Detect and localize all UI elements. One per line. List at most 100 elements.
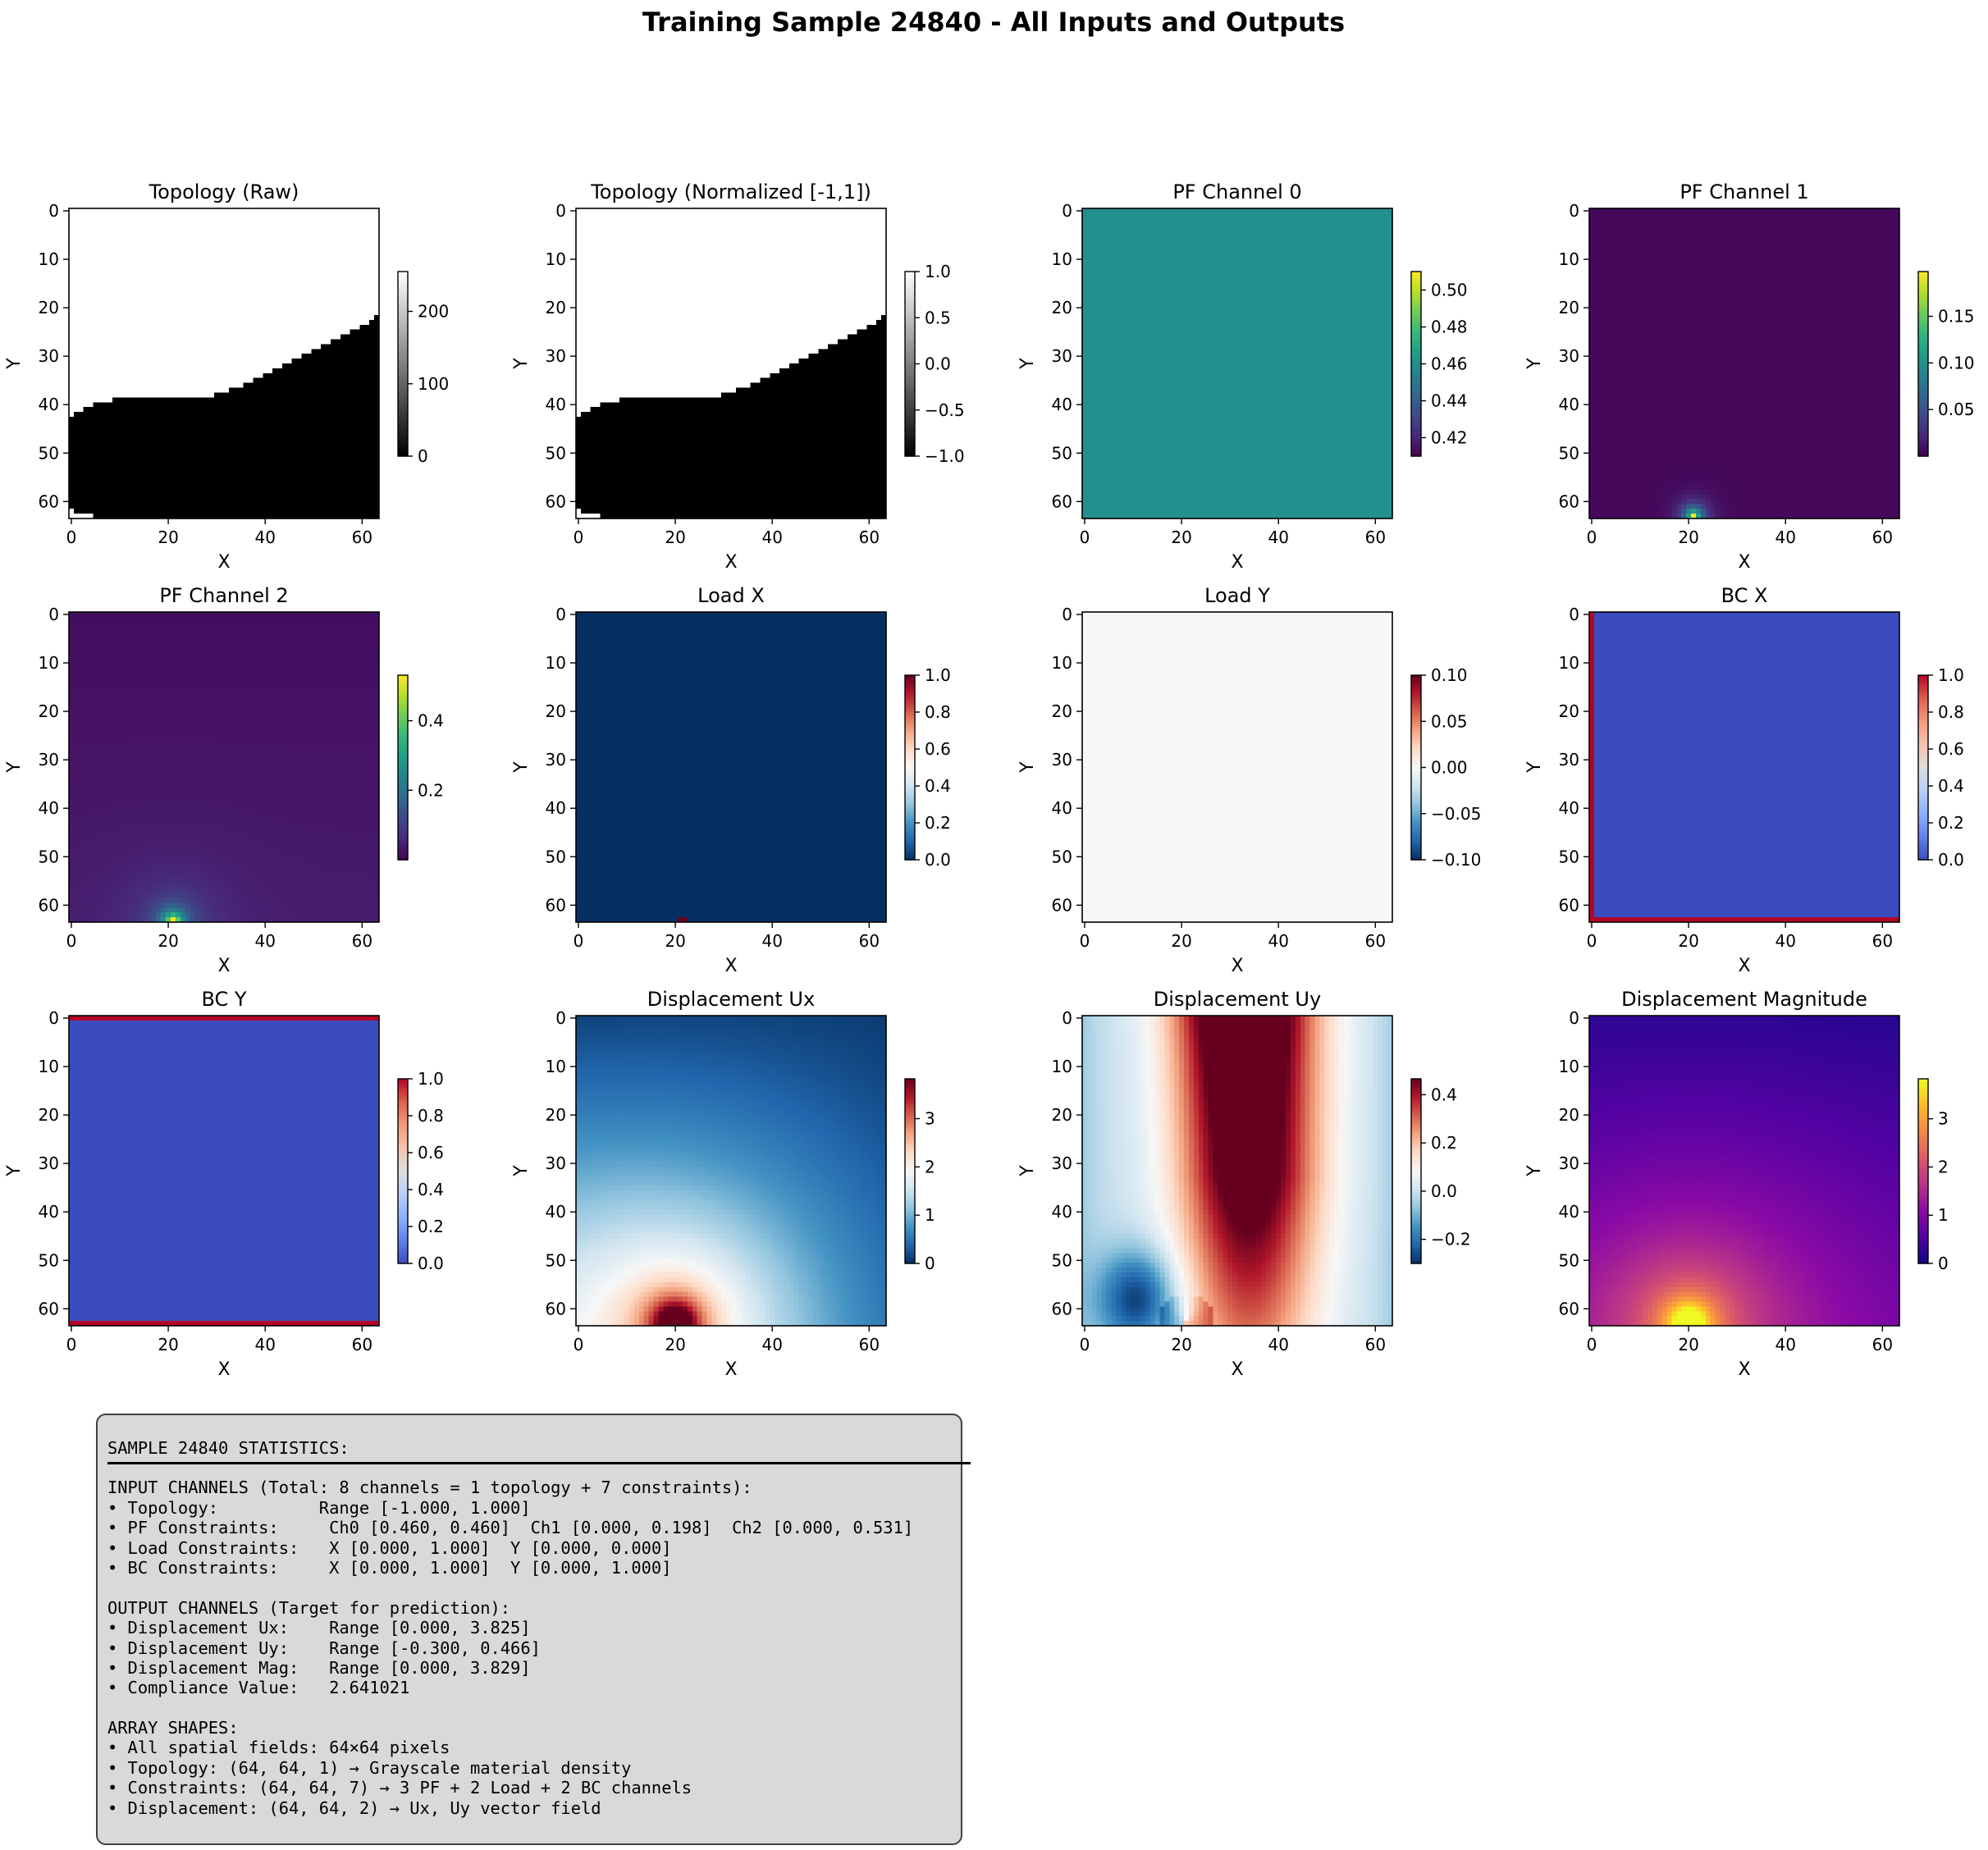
heatmap-cell xyxy=(311,247,317,253)
heatmap-cell xyxy=(784,208,790,214)
heatmap-cell xyxy=(326,257,331,263)
heatmap-cell xyxy=(335,412,341,418)
heatmap-cell xyxy=(354,445,360,451)
heatmap-cell xyxy=(316,494,322,500)
heatmap-cell xyxy=(345,242,350,248)
heatmap-cell xyxy=(286,339,293,345)
heatmap-cell xyxy=(615,208,620,214)
heatmap-cell xyxy=(750,208,756,214)
heatmap-cell xyxy=(706,247,712,253)
heatmap-cell xyxy=(209,285,215,291)
heatmap-cell xyxy=(103,232,108,238)
heatmap-cell xyxy=(103,295,108,301)
heatmap-cell xyxy=(253,363,258,369)
heatmap-cell xyxy=(726,212,732,219)
heatmap-cell xyxy=(233,242,240,248)
colorbar-step xyxy=(398,432,408,436)
heatmap-cell xyxy=(335,271,341,277)
heatmap-cell xyxy=(83,271,89,277)
heatmap-cell xyxy=(291,329,297,335)
heatmap-cell xyxy=(798,257,804,263)
heatmap-cell xyxy=(692,242,698,248)
colorbar-step xyxy=(398,367,408,371)
heatmap-cell xyxy=(238,354,244,359)
heatmap-cell xyxy=(281,354,288,359)
y-tick-label: 50 xyxy=(39,443,59,463)
heatmap-cell xyxy=(185,354,191,359)
heatmap-cell xyxy=(98,455,103,461)
heatmap-cell xyxy=(281,227,288,233)
heatmap-cell xyxy=(335,494,341,500)
heatmap-cell xyxy=(668,217,674,224)
heatmap-cell xyxy=(291,324,297,331)
heatmap-cell xyxy=(281,212,288,219)
heatmap-cell xyxy=(166,474,171,481)
heatmap-cell xyxy=(243,305,249,311)
heatmap-cell xyxy=(610,217,615,224)
heatmap-cell xyxy=(321,465,327,471)
heatmap-cell xyxy=(369,368,375,374)
heatmap-cell xyxy=(78,344,85,349)
heatmap-cell xyxy=(190,339,195,345)
heatmap-cell xyxy=(83,402,89,408)
heatmap-cell xyxy=(335,222,341,228)
heatmap-cell xyxy=(335,474,341,481)
heatmap-cell xyxy=(600,261,606,267)
heatmap-cell xyxy=(374,354,380,359)
heatmap-cell xyxy=(276,334,283,340)
heatmap-cell xyxy=(359,217,365,224)
heatmap-cell xyxy=(798,247,804,253)
heatmap-cell xyxy=(354,479,360,486)
heatmap-cell xyxy=(190,445,195,451)
heatmap-cell xyxy=(209,416,215,423)
heatmap-cell xyxy=(136,290,142,296)
heatmap-cell xyxy=(335,509,341,514)
heatmap-cell xyxy=(141,504,147,509)
heatmap-cell xyxy=(272,285,278,291)
heatmap-cell xyxy=(190,242,195,248)
heatmap-cell xyxy=(214,445,220,451)
heatmap-cell xyxy=(258,450,263,456)
heatmap-cell xyxy=(224,412,230,418)
heatmap-cell xyxy=(103,436,108,441)
heatmap-cell xyxy=(204,377,210,383)
heatmap-cell xyxy=(663,217,669,224)
heatmap-cell xyxy=(340,436,346,441)
heatmap-cell xyxy=(326,222,331,228)
heatmap-cell xyxy=(321,363,327,369)
heatmap-cell xyxy=(326,382,331,388)
heatmap-cell xyxy=(350,363,355,369)
heatmap-cell xyxy=(296,285,302,291)
heatmap-cell xyxy=(171,344,176,349)
heatmap-cell xyxy=(673,232,679,238)
heatmap-cell xyxy=(253,271,258,277)
heatmap-cell xyxy=(233,285,240,291)
heatmap-cell xyxy=(180,329,186,335)
heatmap-cell xyxy=(267,363,273,369)
heatmap-cell xyxy=(321,242,327,248)
heatmap-cell xyxy=(306,227,312,233)
heatmap-cell xyxy=(648,222,654,228)
heatmap-cell xyxy=(175,329,181,335)
heatmap-cell xyxy=(326,314,331,321)
heatmap-cell xyxy=(98,441,103,446)
heatmap-cell xyxy=(78,479,85,486)
heatmap-cell xyxy=(311,382,317,388)
heatmap-cell xyxy=(175,290,181,296)
heatmap-cell xyxy=(871,257,877,263)
heatmap-cell xyxy=(624,252,630,258)
heatmap-cell xyxy=(117,387,123,393)
heatmap-cell xyxy=(243,402,249,408)
heatmap-cell xyxy=(818,232,824,238)
heatmap-cell xyxy=(364,431,370,436)
heatmap-cell xyxy=(78,242,85,248)
heatmap-cell xyxy=(638,208,645,214)
heatmap-cell xyxy=(364,354,370,359)
heatmap-cell xyxy=(88,431,94,436)
heatmap-cell xyxy=(98,445,103,451)
heatmap-cell xyxy=(243,319,249,326)
heatmap-cell xyxy=(219,222,225,228)
heatmap-cell xyxy=(214,450,220,456)
heatmap-cell xyxy=(88,227,94,233)
heatmap-cell xyxy=(224,494,230,500)
